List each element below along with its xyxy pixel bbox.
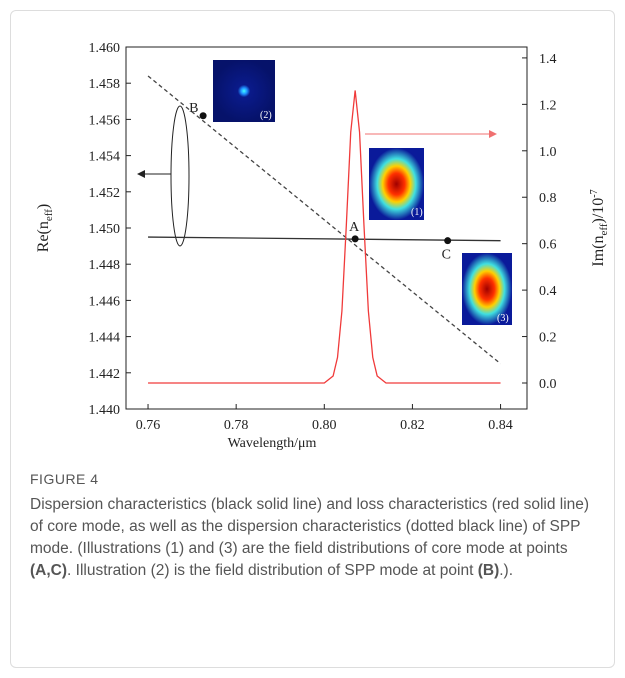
x-tick-label: 0.84 [488,418,513,433]
inset-label: (1) [411,207,423,218]
x-tick-label: 0.82 [400,418,425,433]
y-tick-label: 1.456 [89,113,121,128]
ellipse [170,105,190,247]
inset-3 [462,253,512,325]
point-label: A [349,220,360,235]
y2-tick-label: 1.0 [539,145,557,160]
y2-axis-label: Im(neff)/10-7 [589,189,610,266]
x-tick-label: 0.76 [136,418,161,433]
y-tick-label: 1.448 [89,258,121,273]
label-part: Re(n [35,221,52,252]
label-part: eff [43,209,55,221]
y-axis-label: Re(neff) [35,204,55,252]
point [351,235,359,243]
y-tick-label: 1.444 [89,331,121,346]
inset-2 [213,60,275,122]
x-axis-label: Wavelength/μm [228,436,317,451]
y2-tick-label: 0.6 [539,238,557,253]
y2-tick-label: 1.4 [539,52,557,67]
y2-tick-label: 0.0 [539,377,557,392]
caption: FIGURE 4 Dispersion characteristics (bla… [30,468,600,582]
series-line [148,90,501,384]
y-tick-label: 1.458 [89,77,121,92]
figure-card [10,10,615,668]
label-part: Im(n [590,236,607,267]
inset-label: (3) [497,313,509,324]
y-tick-label: 1.450 [89,222,121,237]
caption-text: Dispersion characteristics (black solid … [30,496,590,557]
caption-text: .). [499,562,514,579]
caption-bold: (B) [477,562,500,579]
point [199,112,207,120]
chart: (1) (2) (3) Wavelength/μm Re(neff) Im(ne… [35,41,610,451]
inset-label: (2) [260,110,272,121]
y2-tick-label: 0.2 [539,331,557,346]
point-label: B [189,101,198,116]
inset-1 [369,148,424,220]
series-line [147,75,501,365]
y-tick-label: 1.440 [89,403,121,418]
x-tick-label: 0.80 [312,418,337,433]
caption-bold: (A,C) [30,562,68,579]
y-tick-label: 1.446 [89,294,121,309]
y-tick-label: 1.442 [89,367,121,382]
label-part: )/10 [590,198,607,224]
y2-tick-label: 0.4 [539,284,557,299]
y-tick-label: 1.452 [89,186,121,201]
point-label: C [442,248,451,263]
label-part: -7 [589,189,600,197]
caption-title: FIGURE 4 [30,471,99,487]
y-tick-label: 1.454 [89,150,121,165]
y-tick-label: 1.460 [89,41,121,56]
y2-tick-label: 0.8 [539,191,557,206]
label-part: ) [35,204,52,209]
caption-text: . Illustration (2) is the field distribu… [67,562,478,579]
series-line [148,236,501,242]
y2-tick-label: 1.2 [539,98,557,113]
label-part: eff [598,223,610,235]
x-tick-label: 0.78 [224,418,249,433]
point [444,237,452,245]
